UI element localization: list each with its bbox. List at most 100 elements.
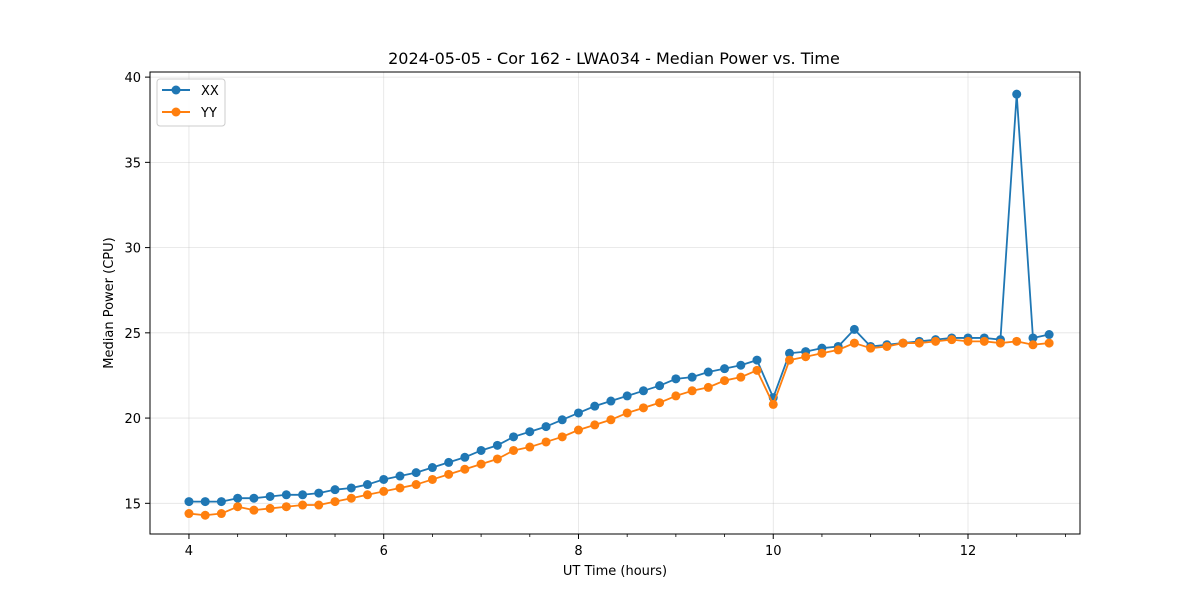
x-tick-label: 12 (960, 544, 977, 559)
y-tick-label: 40 (124, 71, 141, 86)
data-point-yy (573, 425, 583, 435)
data-point-xx (330, 485, 340, 495)
data-point-yy (216, 509, 226, 519)
data-point-xx (249, 493, 259, 503)
data-point-yy (249, 505, 259, 515)
data-point-yy (492, 454, 502, 464)
data-point-yy (525, 442, 535, 452)
grid-lines (150, 72, 1080, 534)
data-point-xx (444, 457, 454, 467)
legend-label-xx: XX (201, 84, 219, 99)
data-point-xx (736, 360, 746, 370)
data-point-yy (298, 500, 308, 510)
data-point-xx (638, 386, 648, 396)
data-point-yy (752, 365, 762, 375)
plot-frame (149, 71, 1081, 535)
data-point-xx (411, 468, 421, 478)
data-point-xx (233, 493, 243, 503)
data-point-xx (509, 432, 519, 442)
data-point-xx (573, 408, 583, 418)
data-point-yy (801, 352, 811, 362)
data-point-yy (476, 459, 486, 469)
data-point-yy (557, 432, 567, 442)
x-tick-label: 6 (380, 544, 388, 559)
data-point-yy (281, 502, 291, 512)
data-point-yy (979, 336, 989, 346)
data-point-xx (720, 364, 730, 374)
data-point-xx (525, 427, 535, 437)
data-point-yy (833, 345, 843, 355)
legend: XX YY (156, 78, 226, 127)
data-point-xx (655, 381, 665, 391)
data-point-xx (752, 355, 762, 365)
x-tick-label: 10 (765, 544, 782, 559)
legend-label-yy: YY (200, 106, 217, 121)
data-point-xx (362, 480, 372, 490)
data-point-yy (768, 399, 778, 409)
data-point-xx (541, 422, 551, 432)
y-tick-label: 25 (124, 327, 141, 342)
data-point-xx (216, 497, 226, 507)
data-point-yy (606, 415, 616, 425)
data-point-xx (1028, 333, 1038, 343)
data-point-xx (671, 374, 681, 384)
data-point-xx (622, 391, 632, 401)
data-point-yy (736, 372, 746, 382)
data-point-yy (1012, 336, 1022, 346)
data-point-yy (995, 338, 1005, 348)
legend-marker-xx (171, 85, 181, 95)
x-tick-label: 8 (574, 544, 582, 559)
data-point-yy (314, 500, 324, 510)
data-point-yy (265, 503, 275, 513)
data-point-yy (590, 420, 600, 430)
data-point-yy (622, 408, 632, 418)
data-point-xx (590, 401, 600, 411)
data-point-xx (281, 490, 291, 500)
data-point-yy (379, 486, 389, 496)
data-point-yy (509, 445, 519, 455)
data-point-yy (866, 343, 876, 353)
data-point-yy (655, 398, 665, 408)
data-point-yy (427, 474, 437, 484)
data-point-yy (882, 341, 892, 351)
data-point-yy (898, 338, 908, 348)
data-point-yy (785, 355, 795, 365)
data-point-xx (687, 372, 697, 382)
data-point-yy (330, 497, 340, 507)
data-point-yy (963, 336, 973, 346)
data-point-xx (492, 440, 502, 450)
data-point-yy (817, 348, 827, 358)
data-point-xx (346, 483, 356, 493)
data-point-yy (931, 336, 941, 346)
y-tick-label: 15 (124, 497, 141, 512)
data-point-yy (411, 480, 421, 490)
y-tick-label: 20 (124, 412, 141, 427)
data-point-xx (200, 497, 210, 507)
data-point-yy (849, 338, 859, 348)
data-point-yy (541, 437, 551, 447)
data-point-xx (427, 463, 437, 473)
series-yy (184, 335, 1054, 520)
data-point-xx (460, 452, 470, 462)
data-point-xx (606, 396, 616, 406)
axes: 4 6 8 10 12 15 20 25 30 35 40 (124, 71, 1066, 559)
data-point-xx (1012, 89, 1022, 99)
data-point-yy (200, 510, 210, 520)
data-point-yy (638, 403, 648, 413)
data-point-yy (1044, 338, 1054, 348)
y-axis-label: Median Power (CPU) (102, 237, 117, 368)
data-point-xx (298, 490, 308, 500)
data-point-yy (1028, 340, 1038, 350)
data-point-yy (362, 490, 372, 500)
chart-title: 2024-05-05 - Cor 162 - LWA034 - Median P… (388, 49, 840, 68)
series-layer (184, 89, 1054, 520)
data-point-xx (1044, 330, 1054, 340)
data-point-xx (314, 488, 324, 498)
data-point-xx (395, 471, 405, 481)
data-point-yy (184, 509, 194, 519)
data-point-xx (557, 415, 567, 425)
legend-marker-yy (171, 107, 181, 117)
data-point-yy (460, 464, 470, 474)
x-axis-label: UT Time (hours) (563, 564, 667, 579)
